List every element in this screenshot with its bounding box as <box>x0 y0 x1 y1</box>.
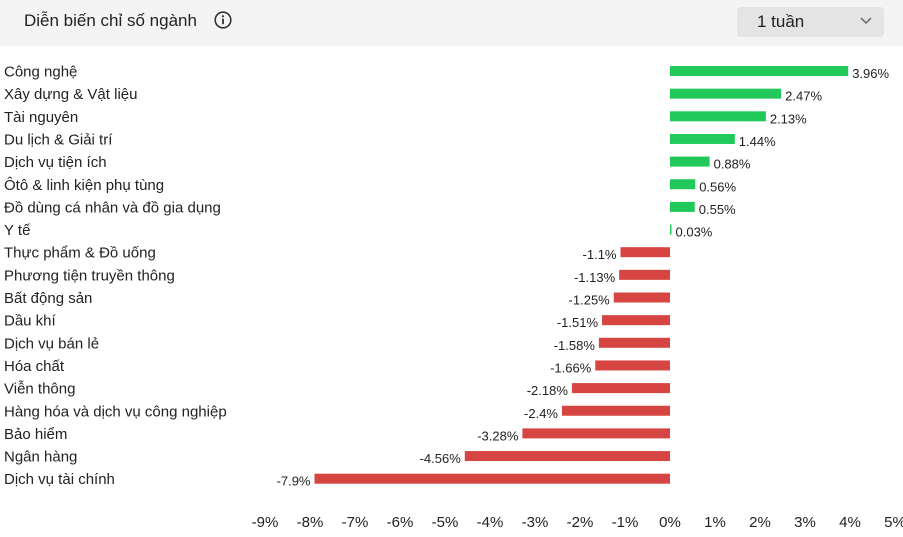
x-tick-label: -5% <box>432 514 459 531</box>
category-label: Du lịch & Giải trí <box>4 131 113 148</box>
bar <box>599 338 670 348</box>
value-label: -1.51% <box>557 315 599 330</box>
bar <box>602 315 670 325</box>
value-label: -3.28% <box>477 428 519 443</box>
category-label: Xây dựng & Vật liệu <box>4 86 137 103</box>
chevron-down-icon <box>860 16 872 26</box>
category-label: Dịch vụ tài chính <box>4 471 115 488</box>
value-label: 2.13% <box>770 111 807 126</box>
period-select-value: 1 tuần <box>757 12 804 32</box>
value-label: -1.1% <box>583 247 617 262</box>
value-label: 2.47% <box>785 89 822 104</box>
bar <box>595 360 670 370</box>
period-select[interactable]: 1 tuần <box>737 7 884 37</box>
bar <box>562 406 670 416</box>
category-label: Dịch vụ tiện ích <box>4 154 107 171</box>
value-label: 1.44% <box>739 134 776 149</box>
bar <box>670 89 781 99</box>
category-label: Phương tiện truyền thông <box>4 267 175 284</box>
x-tick-label: 2% <box>749 514 771 531</box>
category-label: Hàng hóa và dịch vụ công nghiệp <box>4 403 227 420</box>
category-label: Tài nguyên <box>4 109 78 126</box>
chart-title: Diễn biến chỉ số ngành <box>24 11 197 31</box>
value-label: 3.96% <box>852 66 889 81</box>
value-label: -1.13% <box>574 270 616 285</box>
x-tick-label: -1% <box>612 514 639 531</box>
bar <box>670 111 766 121</box>
category-label: Công nghệ <box>4 64 77 81</box>
category-label: Thực phẩm & Đồ uống <box>4 245 156 262</box>
value-label: 0.56% <box>699 179 736 194</box>
x-tick-label: -3% <box>522 514 549 531</box>
x-tick-label: 1% <box>704 514 726 531</box>
value-label: 0.03% <box>676 225 713 240</box>
value-label: -1.25% <box>569 293 611 308</box>
bar <box>670 179 695 189</box>
x-tick-label: 4% <box>839 514 861 531</box>
value-label: -1.58% <box>554 338 596 353</box>
bar <box>522 428 670 438</box>
bar <box>670 202 695 212</box>
category-label: Y tế <box>4 222 31 239</box>
category-label: Viễn thông <box>4 381 75 398</box>
bar <box>572 383 670 393</box>
x-tick-label: 0% <box>659 514 681 531</box>
sector-bar-chart: Công nghệ 3.96% Xây dựng & Vật liệu 2.47% Tà… <box>0 46 903 537</box>
x-tick-label: -8% <box>297 514 324 531</box>
x-tick-label: -4% <box>477 514 504 531</box>
category-label: Dịch vụ bán lẻ <box>4 335 99 352</box>
bar <box>670 66 848 76</box>
bar <box>619 270 670 280</box>
category-label: Ôtô & linh kiện phụ tùng <box>4 177 164 194</box>
value-label: -4.56% <box>420 451 462 466</box>
category-label: Bảo hiểm <box>4 426 67 443</box>
bar <box>670 134 735 144</box>
x-tick-label: -6% <box>387 514 414 531</box>
x-tick-label: -7% <box>342 514 369 531</box>
chart-header: Diễn biến chỉ số ngành 1 tuần <box>0 0 903 46</box>
value-label: -2.4% <box>524 406 558 421</box>
category-label: Hóa chất <box>4 358 65 375</box>
bar <box>315 474 671 484</box>
x-tick-label: -2% <box>567 514 594 531</box>
bar <box>614 293 670 303</box>
bar <box>621 247 671 257</box>
value-label: 0.55% <box>699 202 736 217</box>
category-label: Đồ dùng cá nhân và đồ gia dụng <box>4 199 221 216</box>
x-tick-label: 5% <box>884 514 903 531</box>
info-circle-icon[interactable] <box>214 11 232 29</box>
value-label: -7.9% <box>277 474 311 489</box>
value-label: -2.18% <box>527 383 569 398</box>
category-label: Bất động sản <box>4 290 92 307</box>
x-tick-label: 3% <box>794 514 816 531</box>
value-label: 0.88% <box>714 157 751 172</box>
bar <box>670 157 710 167</box>
value-label: -1.66% <box>550 360 592 375</box>
category-label: Dầu khí <box>4 313 57 330</box>
bar <box>670 225 672 235</box>
bar <box>465 451 670 461</box>
x-tick-label: -9% <box>252 514 279 531</box>
category-label: Ngân hàng <box>4 449 77 466</box>
